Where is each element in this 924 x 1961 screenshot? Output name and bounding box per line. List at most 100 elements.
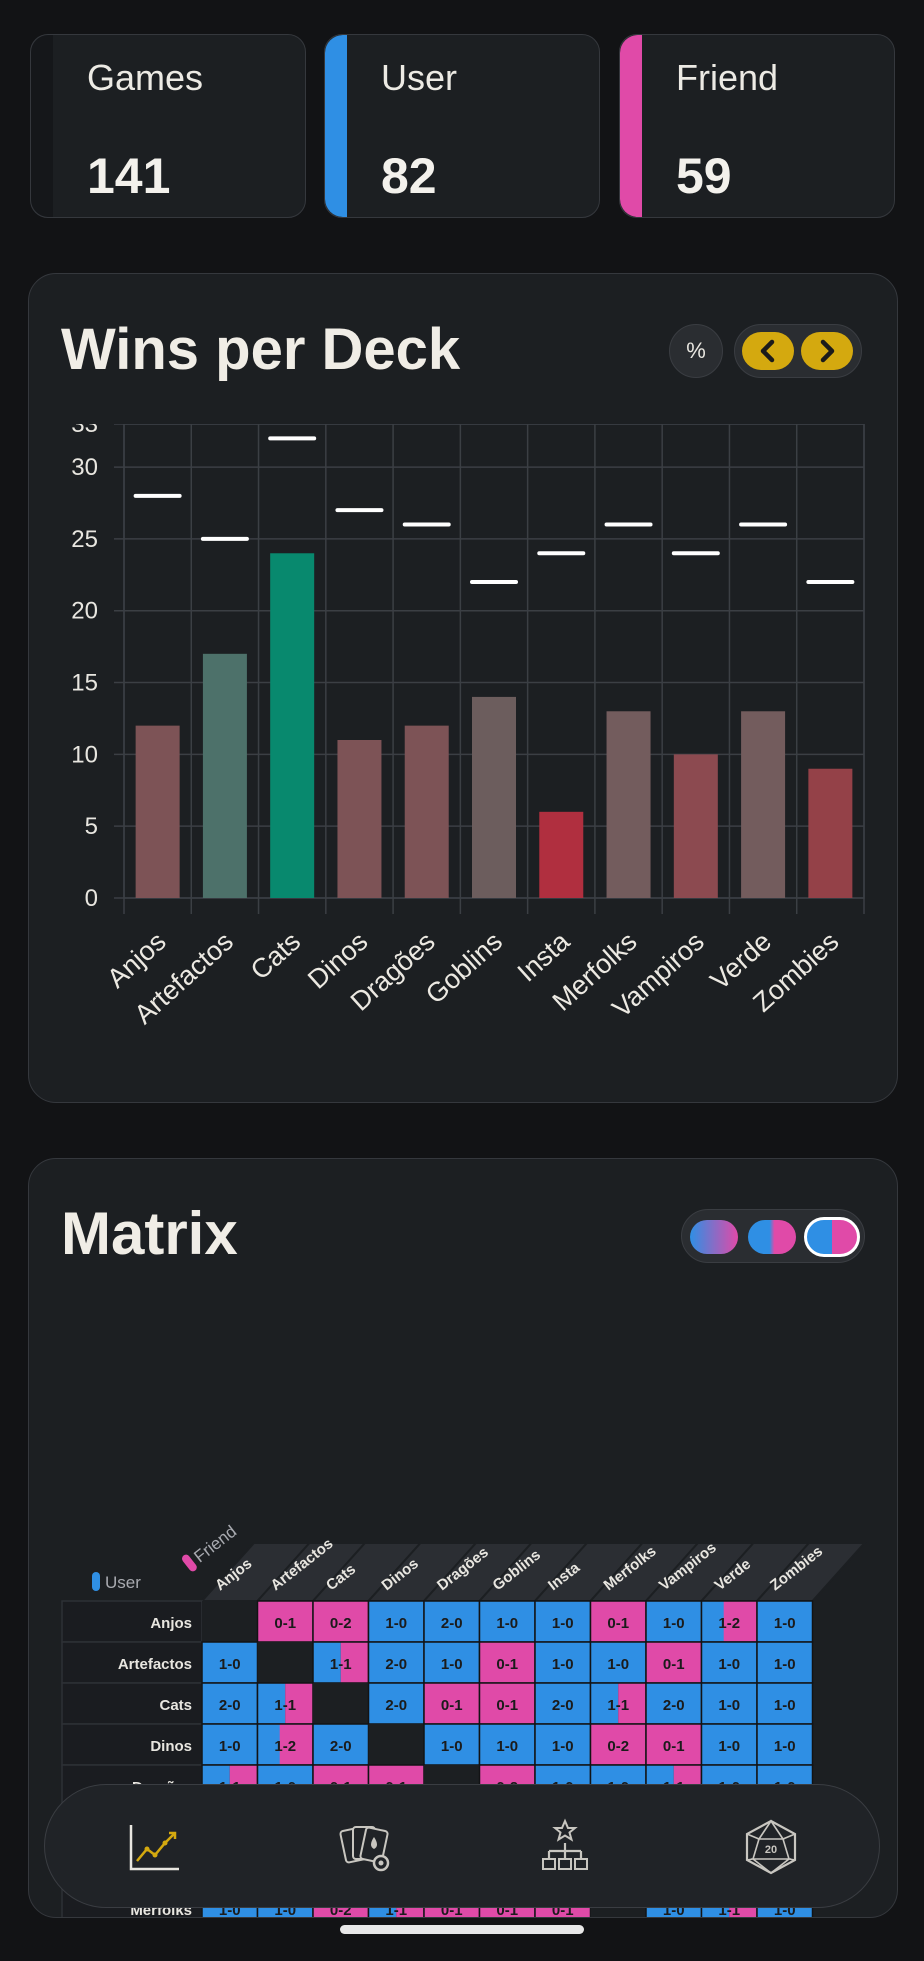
matrix-cell-empty <box>202 1601 258 1642</box>
stat-value: 59 <box>676 148 732 204</box>
bottom-navigation-bar: 20 <box>44 1784 880 1908</box>
matrix-cell-score: 1-0 <box>718 1656 740 1673</box>
y-tick-label: 0 <box>85 885 98 912</box>
matrix-cell <box>645 1641 703 1684</box>
nav-stats[interactable] <box>115 1809 195 1885</box>
stat-accent <box>325 35 347 217</box>
y-tick-label: 10 <box>71 741 98 768</box>
matrix-cell <box>423 1682 481 1725</box>
matrix-cell-score: 1-1 <box>274 1697 296 1714</box>
prev-button[interactable] <box>742 332 794 370</box>
matrix-cell-score: 2-0 <box>330 1738 352 1755</box>
matrix-cell <box>423 1641 481 1684</box>
cell-user-part <box>701 1601 724 1642</box>
stats-chart-icon <box>129 1825 179 1871</box>
row-header-label: Dinos <box>150 1738 192 1755</box>
bar <box>808 768 853 898</box>
matrix-cell-score: 0-1 <box>496 1656 518 1673</box>
matrix-cell <box>756 1682 814 1725</box>
chevron-right-icon <box>820 339 835 363</box>
x-tick-label: Goblins <box>420 926 508 1010</box>
row-axis-label: User <box>105 1573 141 1592</box>
row-header-label: Anjos <box>150 1615 192 1632</box>
stat-card-friend: Friend 59 <box>619 34 895 218</box>
panel-title: Matrix <box>61 1200 238 1267</box>
user-axis-swatch <box>92 1572 100 1591</box>
cell-friend-half <box>618 1683 646 1724</box>
stat-accent <box>620 35 642 217</box>
matrix-cell <box>700 1682 758 1725</box>
matrix-cell <box>589 1682 647 1725</box>
bar <box>673 754 718 898</box>
matrix-cell <box>756 1723 814 1766</box>
y-tick-label: 15 <box>71 670 98 697</box>
row-header <box>61 1641 203 1684</box>
stat-card-games: Games 141 <box>30 34 306 218</box>
matrix-cell-score: 0-1 <box>607 1615 629 1632</box>
cell-user-half <box>257 1683 286 1724</box>
matrix-cell <box>312 1641 370 1684</box>
matrix-cell <box>534 1641 592 1684</box>
cell-user-half <box>313 1642 341 1683</box>
matrix-cell-score: 2-0 <box>441 1615 463 1632</box>
matrix-cell-score: 1-0 <box>496 1738 518 1755</box>
stat-value: 141 <box>87 148 171 204</box>
col-axis-label: Friend <box>190 1522 240 1567</box>
matrix-cell-score: 2-0 <box>385 1697 407 1714</box>
mode-option-half-selected[interactable] <box>804 1217 860 1257</box>
matrix-cell-score: 1-0 <box>385 1615 407 1632</box>
matrix-cell <box>756 1600 814 1643</box>
x-tick-label: Cats <box>245 926 306 985</box>
wins-per-deck-panel: Wins per Deck % 0 5 10 15 20 25 30 33 Anjos Artef… <box>28 273 898 1103</box>
matrix-cell-score: 1-0 <box>441 1738 463 1755</box>
nav-dice[interactable]: 20 <box>731 1809 811 1885</box>
matrix-cell <box>256 1723 314 1766</box>
matrix-cell-score: 1-0 <box>774 1697 796 1714</box>
matrix-cell-score: 2-0 <box>663 1697 685 1714</box>
home-indicator <box>340 1925 584 1934</box>
matrix-cell-score: 2-0 <box>385 1656 407 1673</box>
row-header-label: Cats <box>159 1697 192 1714</box>
matrix-mode-selector <box>681 1209 865 1263</box>
bar <box>135 725 180 898</box>
matrix-cell-score: 1-0 <box>552 1656 574 1673</box>
nav-decks[interactable] <box>325 1809 405 1885</box>
matrix-cell <box>700 1723 758 1766</box>
nav-tournament[interactable] <box>525 1809 605 1885</box>
bar <box>202 653 247 898</box>
tournament-bracket-icon <box>542 1818 588 1870</box>
matrix-cell <box>700 1641 758 1684</box>
mode-option-split[interactable] <box>748 1220 796 1254</box>
bar <box>404 725 449 898</box>
matrix-cell-score: 1-0 <box>441 1656 463 1673</box>
matrix-cell <box>756 1641 814 1684</box>
panel-title: Wins per Deck <box>61 317 461 382</box>
matrix-cell-score: 2-0 <box>219 1697 241 1714</box>
y-tick-label: 20 <box>71 598 98 625</box>
row-header-label: Artefactos <box>118 1656 192 1673</box>
matrix-cell-score: 0-1 <box>274 1615 296 1632</box>
matrix-cell-score: 1-0 <box>552 1738 574 1755</box>
percent-toggle-button[interactable]: % <box>669 324 723 378</box>
matrix-cell-empty <box>313 1683 369 1724</box>
matrix-cell-score: 0-1 <box>496 1697 518 1714</box>
cell-friend-half <box>285 1683 313 1724</box>
matrix-cell <box>478 1600 536 1643</box>
next-button[interactable] <box>801 332 853 370</box>
matrix-cell-score: 1-0 <box>718 1697 740 1714</box>
svg-text:20: 20 <box>765 1844 777 1856</box>
stat-card-user: User 82 <box>324 34 600 218</box>
matrix-cell-score: 1-0 <box>718 1738 740 1755</box>
matrix-cell-empty <box>257 1642 313 1683</box>
cell-friend-half <box>340 1642 369 1683</box>
d20-dice-icon: 20 <box>745 1819 797 1875</box>
row-header <box>61 1682 203 1725</box>
matrix-cell-empty <box>368 1724 424 1765</box>
cell-user-half <box>590 1683 619 1724</box>
matrix-cell-score: 0-1 <box>663 1656 685 1673</box>
matrix-cell-score: 1-0 <box>219 1656 241 1673</box>
cards-icon <box>339 1826 390 1872</box>
matrix-cell-score: 1-0 <box>774 1615 796 1632</box>
mode-option-blend[interactable] <box>690 1220 738 1254</box>
matrix-cell <box>256 1600 314 1643</box>
